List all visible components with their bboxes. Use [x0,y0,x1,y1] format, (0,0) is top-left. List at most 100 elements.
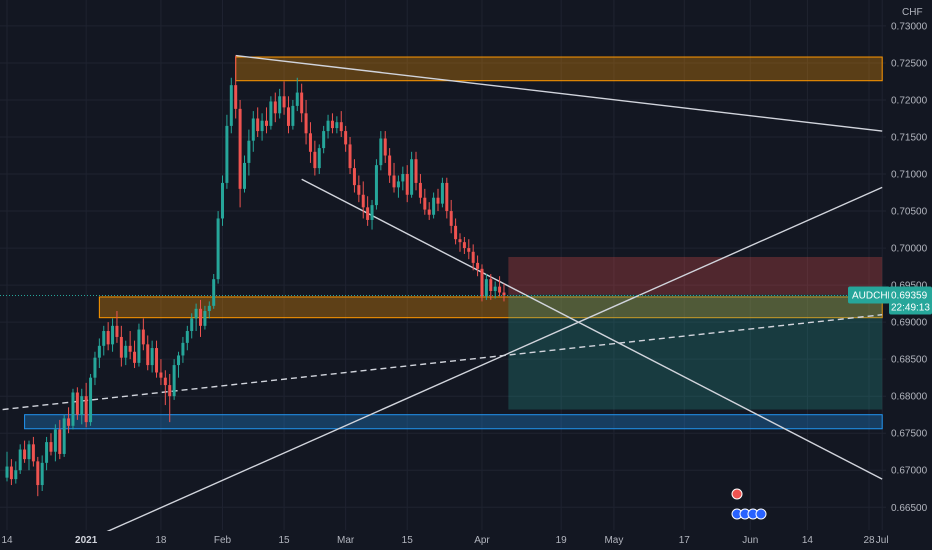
candle-body[interactable] [71,392,75,426]
candle-body[interactable] [379,138,383,166]
candle-body[interactable] [374,165,378,206]
candle-body[interactable] [23,449,27,460]
candle-body[interactable] [264,120,268,126]
candle-body[interactable] [291,105,295,126]
candle-body[interactable] [247,140,251,163]
candle-body[interactable] [242,162,246,189]
candle-body[interactable] [489,279,493,292]
candle-body[interactable] [260,120,264,132]
candle-body[interactable] [194,308,198,319]
candle-body[interactable] [405,174,409,195]
candle-body[interactable] [102,331,106,346]
candle-body[interactable] [326,120,330,132]
candle-body[interactable] [357,185,361,195]
candle-body[interactable] [352,168,356,186]
candle-body[interactable] [58,429,62,454]
candle-body[interactable] [366,207,370,220]
candle-body[interactable] [190,318,194,332]
candle-body[interactable] [256,118,260,132]
candle-body[interactable] [238,108,242,189]
candle-body[interactable] [163,377,167,386]
candle-body[interactable] [115,325,119,337]
candle-body[interactable] [119,336,123,358]
candle-body[interactable] [49,442,53,452]
candle-body[interactable] [471,251,475,263]
ascending-trendline[interactable] [81,186,883,544]
candle-body[interactable] [234,85,238,109]
candle-body[interactable] [361,194,365,208]
candle-body[interactable] [313,151,317,169]
event-marker-icon[interactable] [755,508,767,520]
candle-body[interactable] [449,211,453,226]
candle-body[interactable] [401,174,405,182]
candle-body[interactable] [31,444,35,462]
candle-body[interactable] [436,197,440,204]
candle-body[interactable] [106,331,110,345]
candle-body[interactable] [84,396,88,423]
candle-body[interactable] [458,239,462,243]
candle-body[interactable] [335,122,339,129]
candle-body[interactable] [388,155,392,176]
candle-body[interactable] [339,122,343,132]
candle-body[interactable] [480,268,484,297]
candle-body[interactable] [498,286,502,293]
candle-body[interactable] [216,218,220,280]
candle-body[interactable] [322,131,326,149]
candle-body[interactable] [181,342,185,356]
candle-body[interactable] [282,96,286,108]
candle-body[interactable] [199,308,203,326]
candle-body[interactable] [172,365,176,397]
candle-body[interactable] [207,305,211,312]
candle-body[interactable] [93,357,97,378]
candle-body[interactable] [62,418,66,454]
candle-body[interactable] [300,92,304,114]
descending-trendline-upper[interactable] [235,54,883,132]
candle-body[interactable] [5,466,9,478]
zone-resistance[interactable] [235,56,883,82]
candle-body[interactable] [27,444,31,460]
candle-body[interactable] [414,159,418,183]
candle-body[interactable] [168,385,172,397]
candle-body[interactable] [476,262,480,269]
candle-body[interactable] [410,159,414,195]
candle-body[interactable] [467,248,471,252]
candle-body[interactable] [97,345,101,358]
candle-body[interactable] [14,470,18,480]
candle-body[interactable] [502,292,506,296]
candle-body[interactable] [454,225,458,240]
candle-body[interactable] [418,182,422,198]
candle-body[interactable] [392,175,396,188]
candle-body[interactable] [383,138,387,156]
candle-body[interactable] [80,396,84,415]
candle-body[interactable] [89,377,93,423]
candle-body[interactable] [40,462,44,486]
candle-body[interactable] [462,242,466,249]
candle-body[interactable] [432,197,436,215]
candle-body[interactable] [177,355,181,366]
candle-body[interactable] [440,182,444,204]
candle-body[interactable] [225,125,229,183]
candle-body[interactable] [67,418,71,426]
descending-trendline-lower[interactable] [301,178,883,480]
candle-body[interactable] [229,85,233,126]
candle-body[interactable] [203,311,207,326]
candle-body[interactable] [137,329,141,363]
candle-body[interactable] [344,131,348,145]
candle-body[interactable] [493,286,497,292]
candle-body[interactable] [36,461,40,486]
candle-body[interactable] [348,144,352,169]
candle-body[interactable] [146,344,150,366]
dashed-trendline[interactable] [2,314,883,411]
candle-body[interactable] [445,182,449,212]
candle-body[interactable] [75,392,79,415]
candle-body[interactable] [396,181,400,188]
candle-body[interactable] [308,133,312,152]
candle-body[interactable] [304,113,308,134]
candle-body[interactable] [295,92,299,106]
candle-body[interactable] [278,96,282,114]
candle-body[interactable] [212,279,216,306]
candle-body[interactable] [273,101,277,114]
candle-body[interactable] [159,372,163,378]
candle-body[interactable] [251,118,255,141]
candle-body[interactable] [155,348,159,373]
